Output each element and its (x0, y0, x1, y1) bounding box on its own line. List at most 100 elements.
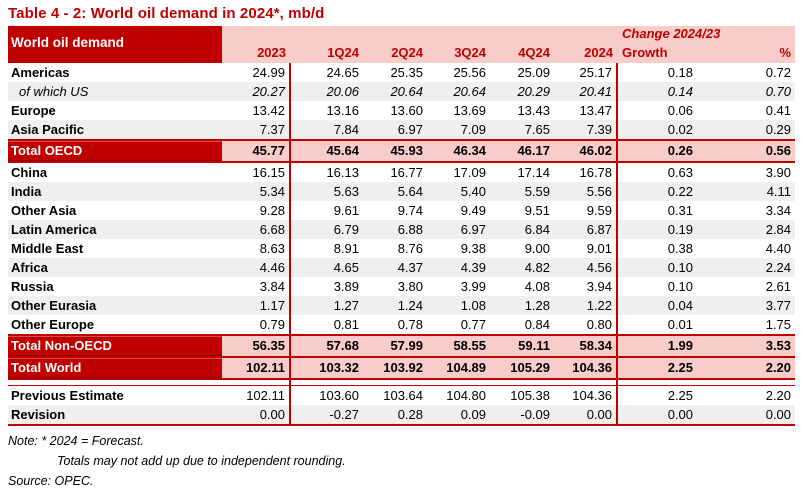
value-cell: 0.77 (460, 317, 486, 332)
value-cell: -0.09 (490, 405, 554, 426)
value-cell: 46.02 (554, 139, 619, 163)
value-cell: 4.40 (765, 241, 792, 256)
value-cell: 1.24 (363, 296, 427, 315)
value-cell: 0.56 (697, 139, 796, 163)
change-header: Change 2024/23 (617, 26, 796, 42)
value-cell: 3.99 (460, 279, 486, 294)
value-cell: 24.65 (326, 65, 359, 80)
value-cell: 105.38 (510, 388, 550, 403)
value-cell: 104.36 (554, 385, 619, 405)
value-cell: 4.39 (427, 258, 490, 277)
value-cell: 1.28 (490, 296, 554, 315)
value-cell: 2.84 (697, 220, 796, 239)
value-cell: 5.63 (290, 182, 363, 201)
value-cell: 13.60 (390, 103, 423, 118)
table-row: Africa 4.46 4.65 4.37 4.39 4.82 4.56 0.10 2.24 (8, 258, 796, 277)
row-label: Europe (11, 103, 56, 118)
col-header-2q24: 2Q24 (363, 42, 427, 63)
table-row: India 5.34 5.63 5.64 5.40 5.59 5.56 0.22 4.11 (8, 182, 796, 201)
separator-cell (222, 379, 291, 386)
value-cell: 102.11 (222, 356, 291, 380)
value-cell: 8.63 (222, 239, 291, 258)
value-cell: 103.32 (290, 356, 363, 380)
value-cell: 6.84 (490, 220, 554, 239)
value-cell: 6.97 (363, 120, 427, 140)
value-cell: 2.25 (617, 356, 698, 380)
value-cell: 9.00 (524, 241, 550, 256)
table-body: Americas 24.99 24.65 25.35 25.56 25.09 25.17 0.… (8, 63, 796, 380)
value-cell: 0.72 (765, 65, 792, 80)
row-label: Asia Pacific (8, 120, 222, 140)
value-cell: 6.88 (363, 220, 427, 239)
value-cell: 0.14 (617, 82, 698, 101)
value-cell: 46.17 (490, 139, 554, 163)
value-cell: 25.09 (517, 65, 550, 80)
value-cell: 20.06 (290, 82, 363, 101)
row-label: Latin America (8, 220, 222, 239)
value-cell: 2.20 (697, 356, 796, 380)
row-label: Total World (8, 356, 222, 380)
value-cell: 7.65 (490, 120, 554, 140)
value-cell: 2.25 (667, 388, 694, 403)
separator-row (8, 379, 796, 386)
value-cell: 4.82 (490, 258, 554, 277)
row-label: Africa (8, 258, 222, 277)
value-cell: 3.80 (397, 279, 423, 294)
row-label: Other Europe (11, 317, 95, 332)
value-cell: 1.08 (427, 296, 490, 315)
source-line: Source: OPEC. (8, 474, 94, 488)
table-row: of which US 20.27 20.06 20.64 20.64 20.29 20.4… (8, 82, 796, 101)
value-cell: 0.78 (397, 317, 423, 332)
table-row: Europe 13.42 13.16 13.60 13.69 13.43 13.47 0.06… (8, 101, 795, 120)
table-notes: Note: * 2024 = Forecast. Totals may not … (8, 426, 795, 491)
value-cell: 0.00 (617, 405, 698, 426)
value-cell: 0.10 (617, 258, 698, 277)
value-cell: 0.02 (617, 120, 698, 140)
value-cell: 20.41 (554, 82, 619, 101)
value-cell: 5.40 (427, 182, 490, 201)
separator-cell (290, 379, 363, 386)
value-cell: 24.99 (222, 63, 291, 82)
value-cell: 0.10 (667, 279, 694, 294)
value-cell: 16.78 (554, 162, 619, 182)
col-header-growth: Growth (617, 42, 698, 63)
separator-cell (617, 379, 698, 386)
value-cell: 0.80 (554, 315, 619, 335)
value-cell: 25.56 (453, 65, 486, 80)
value-cell: 9.61 (333, 203, 359, 218)
row-label: Americas (11, 65, 70, 80)
value-cell: 0.06 (667, 103, 694, 118)
header-spacer (222, 26, 618, 42)
value-cell: 0.81 (333, 317, 359, 332)
value-cell: 0.70 (697, 82, 796, 101)
value-cell: 45.64 (290, 139, 363, 163)
value-cell: 105.29 (490, 356, 554, 380)
value-cell: 0.00 (222, 405, 291, 426)
separator-section (8, 379, 796, 386)
row-label: China (11, 165, 48, 180)
table-row: Other Asia 9.28 9.61 9.74 9.49 9.51 9.59 0.31 3.… (8, 201, 795, 220)
value-cell: 8.91 (333, 241, 359, 256)
value-cell: 6.87 (554, 220, 619, 239)
row-label: Russia (11, 279, 54, 294)
note-line: Note: * 2024 = Forecast. (8, 434, 144, 448)
value-cell: 1.17 (222, 296, 291, 315)
value-cell: 13.42 (222, 101, 291, 120)
value-cell: 4.11 (697, 182, 796, 201)
table-row: Previous Estimate 102.11 103.60 103.64 104.8… (8, 385, 795, 405)
value-cell: 5.34 (222, 182, 291, 201)
value-cell: 0.09 (427, 405, 490, 426)
value-cell: 5.56 (554, 182, 619, 201)
value-cell: 9.59 (554, 201, 619, 220)
col-header-percent: % (697, 42, 796, 63)
table-row: Revision 0.00 -0.27 0.28 0.09 -0.09 0.00 0.00 0.… (8, 405, 796, 426)
row-label: Total OECD (8, 139, 222, 163)
value-cell: 6.97 (427, 220, 490, 239)
table-row: Total OECD 45.77 45.64 45.93 46.34 46.17 46.02… (8, 139, 796, 163)
value-cell: 5.64 (363, 182, 427, 201)
oil-demand-table: World oil demand Change 2024/23 2023 1Q2… (8, 26, 796, 426)
table-row: Total World 102.11 103.32 103.92 104.89 105.2… (8, 356, 796, 380)
value-cell: 0.63 (667, 165, 694, 180)
value-cell: 9.01 (554, 239, 619, 258)
value-cell: 17.09 (453, 165, 486, 180)
